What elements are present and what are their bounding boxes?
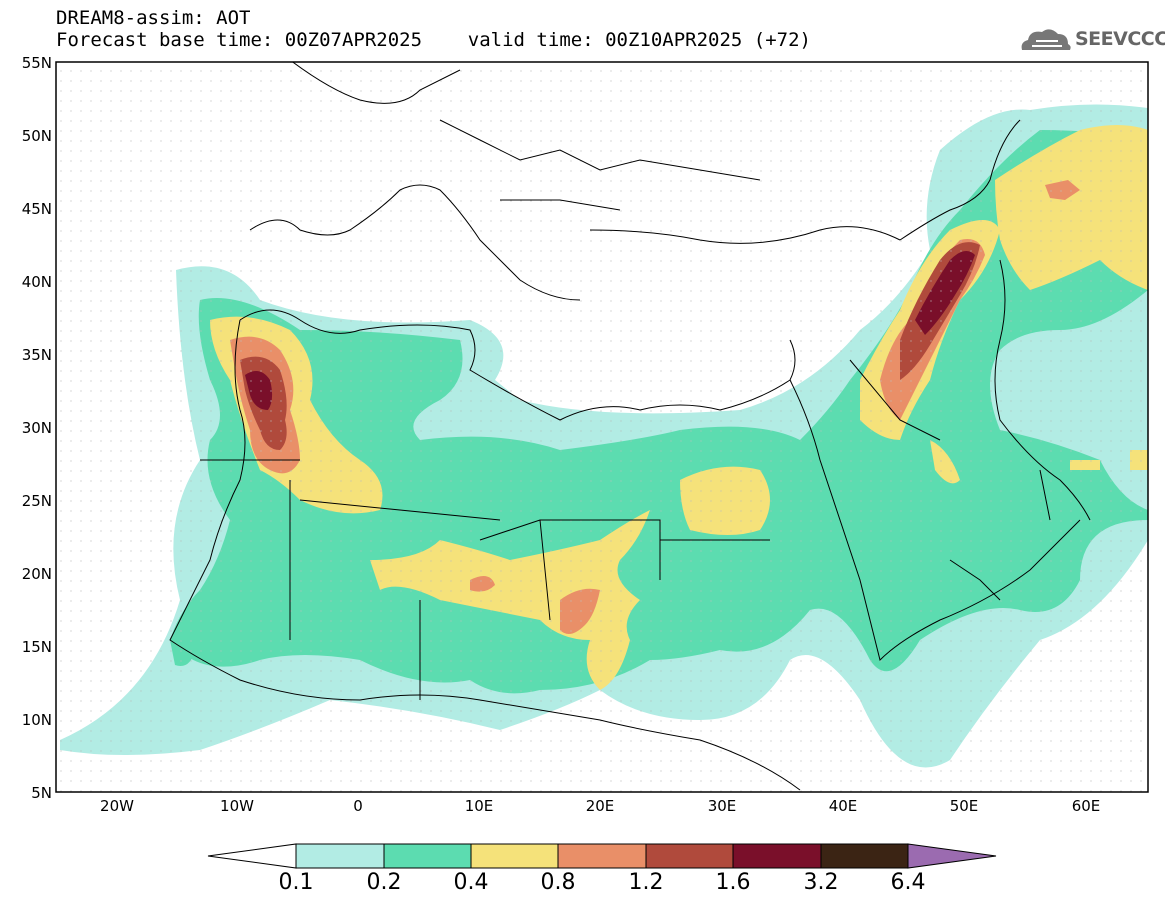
ytick-50n: 50N [21,127,52,145]
ytick-20n: 20N [21,565,52,583]
xtick-10w: 10W [220,797,254,815]
ytick-40n: 40N [21,273,52,291]
ytick-30n: 30N [21,419,52,437]
colorbar-over-arrow [907,843,997,869]
xtick-30e: 30E [707,797,737,815]
xtick-0: 0 [353,797,363,815]
ytick-35n: 35N [21,346,52,364]
colorbar-label-0.8: 0.8 [540,870,576,895]
colorbar-swatch-1 [295,843,385,869]
colorbar [207,843,997,869]
colorbar-swatch-7 [820,843,909,869]
xtick-20e: 20E [585,797,615,815]
colorbar-label-0.4: 0.4 [453,870,489,895]
map-title: DREAM8-assim: AOT [56,7,251,29]
xtick-40e: 40E [828,797,858,815]
colorbar-swatch-4 [557,843,647,869]
colorbar-swatch-5 [645,843,734,869]
ytick-15n: 15N [21,638,52,656]
ytick-25n: 25N [21,492,52,510]
xtick-20w: 20W [100,797,134,815]
colorbar-label-6.4: 6.4 [890,870,926,895]
grid-dots [56,62,1148,792]
ytick-55n: 55N [21,54,52,72]
cloud-logo-icon [1021,29,1071,50]
colorbar-label-0.1: 0.1 [278,870,314,895]
colorbar-under-arrow [207,843,297,869]
xtick-10e: 10E [464,797,494,815]
coastlines [169,62,1091,791]
ytick-10n: 10N [21,711,52,729]
colorbar-label-1.2: 1.2 [628,870,664,895]
forecast-time-info: Forecast base time: 00Z07APR2025 valid t… [56,29,811,51]
colorbar-swatch-2 [383,843,472,869]
colorbar-swatch-6 [732,843,822,869]
xtick-50e: 50E [949,797,979,815]
map-frame [55,61,1149,793]
ytick-45n: 45N [21,200,52,218]
colorbar-label-1.6: 1.6 [715,870,751,895]
ytick-5n: 5N [31,784,52,802]
xtick-60e: 60E [1071,797,1101,815]
colorbar-swatch-3 [470,843,559,869]
logo-text: SEEVCCC [1075,28,1165,50]
colorbar-label-0.2: 0.2 [366,870,402,895]
colorbar-label-3.2: 3.2 [803,870,839,895]
